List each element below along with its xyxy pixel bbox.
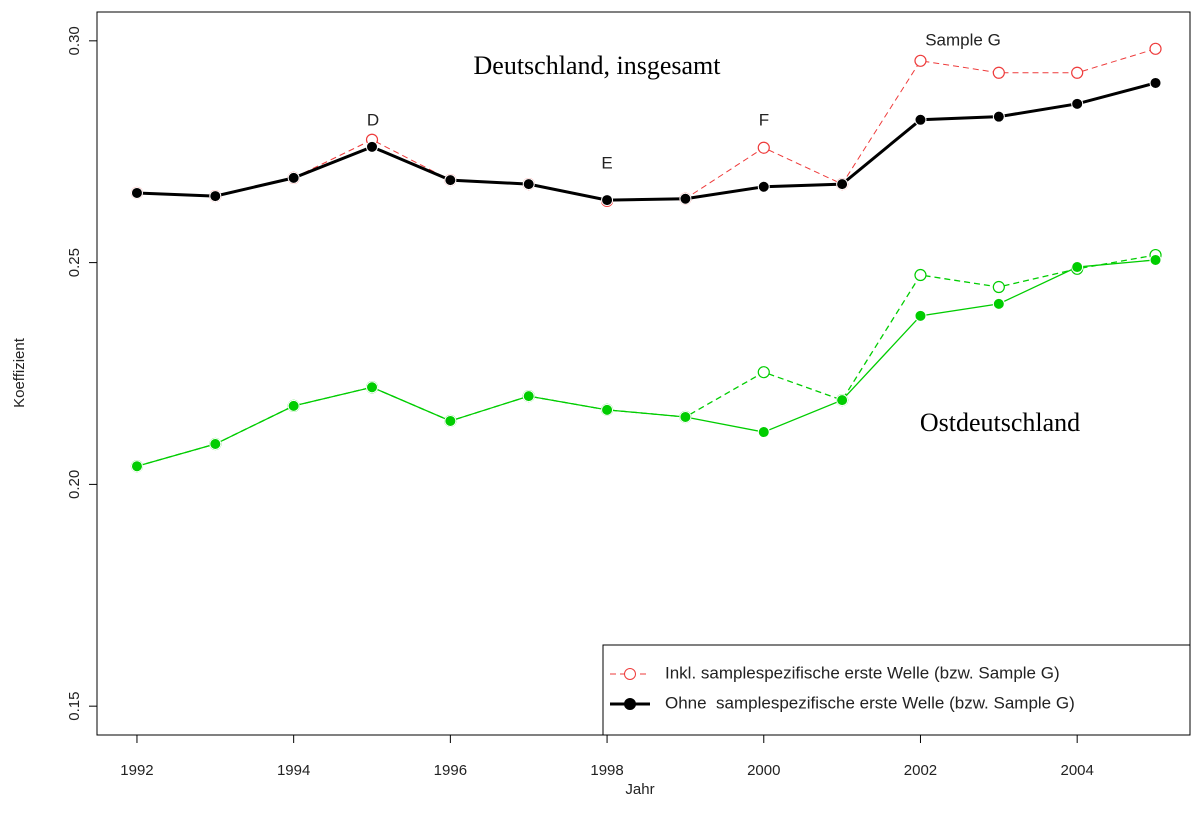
y-tick-label: 0.20 [66, 470, 83, 499]
data-point [130, 460, 143, 473]
data-point [914, 268, 927, 282]
annotation: Sample G [925, 30, 1001, 49]
data-point [836, 394, 849, 407]
data-point [757, 426, 770, 439]
data-point [366, 381, 379, 394]
data-point [757, 180, 770, 193]
data-point [992, 110, 1005, 123]
data-point [287, 171, 300, 184]
series-line [136, 259, 1156, 467]
annotation: Deutschland, insgesamt [474, 51, 722, 80]
data-point [1149, 253, 1162, 266]
data-point [914, 309, 927, 322]
y-tick-label: 0.30 [66, 26, 83, 55]
data-point [679, 410, 692, 423]
data-point [444, 174, 457, 187]
data-point [836, 178, 849, 191]
data-point [522, 178, 535, 191]
data-point [209, 438, 222, 451]
data-point [130, 186, 143, 199]
annotation: F [759, 110, 769, 129]
plot-frame [96, 11, 1191, 736]
annotation: E [601, 153, 612, 172]
x-tick-label: 1996 [434, 762, 467, 779]
legend-label: Ohne samplespezifische erste Welle (bzw.… [665, 693, 1075, 712]
data-point [444, 414, 457, 427]
data-point [209, 190, 222, 203]
y-tick-label: 0.25 [66, 248, 83, 277]
data-point [1071, 261, 1084, 274]
data-point [914, 54, 927, 67]
y-tick-label: 0.15 [66, 692, 83, 721]
data-point [1149, 42, 1162, 55]
data-point [601, 194, 614, 207]
data-point [757, 141, 770, 154]
y-axis-title: Koeffizient [11, 337, 28, 408]
annotation: Ostdeutschland [920, 408, 1080, 437]
data-point [1149, 76, 1162, 89]
legend-box [602, 644, 1191, 736]
data-point [757, 366, 770, 379]
data-point [992, 280, 1005, 294]
data-point [1071, 97, 1084, 110]
x-axis-title: Jahr [625, 781, 654, 798]
x-tick-label: 1994 [277, 762, 310, 779]
data-point [992, 66, 1005, 79]
legend-marker [624, 698, 636, 710]
data-point [366, 140, 379, 153]
x-tick-label: 2004 [1060, 762, 1093, 779]
data-point [992, 297, 1005, 310]
data-point [287, 399, 300, 412]
legend-label: Inkl. samplespezifische erste Welle (bzw… [665, 663, 1060, 682]
x-tick-label: 1998 [590, 762, 623, 779]
data-point [679, 192, 692, 205]
annotation: D [367, 110, 379, 129]
legend-marker [624, 668, 636, 680]
x-tick-label: 2000 [747, 762, 780, 779]
series-line [136, 81, 1156, 202]
x-tick-label: 1992 [120, 762, 153, 779]
data-point [601, 403, 614, 416]
x-tick-label: 2002 [904, 762, 937, 779]
data-point [522, 390, 535, 403]
data-point [914, 113, 927, 126]
data-point [1071, 66, 1084, 79]
